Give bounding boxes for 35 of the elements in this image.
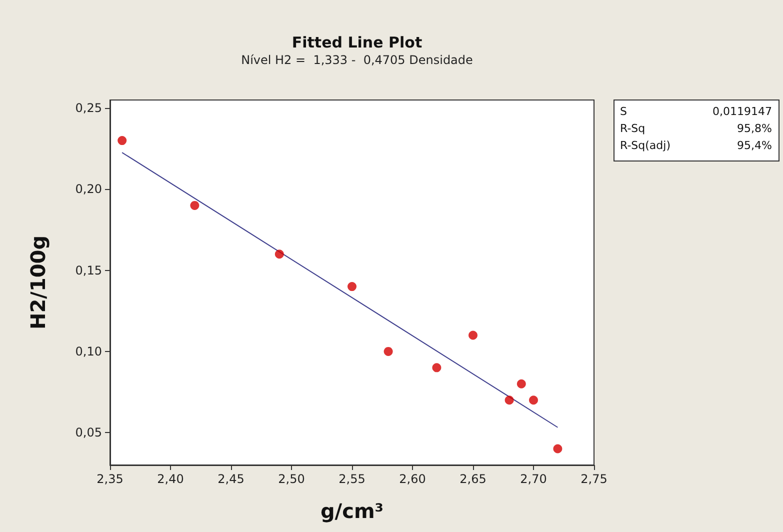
- point: [468, 330, 478, 340]
- y-axis-title: H2/100g: [26, 235, 50, 330]
- text: 95,4%: [737, 139, 772, 152]
- x-tick-label: 2,60: [399, 472, 426, 486]
- point: [529, 396, 538, 405]
- x-axis-title: g/cm³: [320, 499, 384, 523]
- text: R-Sq(adj): [620, 139, 670, 152]
- x-tick-label: 2,45: [218, 472, 244, 486]
- point: [432, 363, 442, 372]
- point: [348, 282, 356, 292]
- text: R-Sq: [620, 122, 646, 135]
- point: [504, 396, 514, 405]
- x-tick-label: 2,50: [278, 472, 305, 486]
- point: [553, 444, 562, 454]
- x-tick-label: 2,70: [520, 472, 547, 486]
- y-tick-label: 0,05: [75, 426, 102, 440]
- y-tick-label: 0,25: [75, 101, 102, 116]
- point: [118, 136, 127, 146]
- x-tick-label: 2,40: [157, 472, 184, 486]
- y-tick-label: 0,15: [75, 263, 102, 278]
- x-tick-label: 2,65: [460, 472, 486, 486]
- y-tick-label: 0,10: [75, 344, 102, 358]
- point: [516, 379, 526, 388]
- text: S: [620, 105, 627, 118]
- x-tick-label: 2,75: [580, 472, 608, 486]
- point: [384, 346, 393, 356]
- y-tick-label: 0,20: [75, 182, 102, 196]
- text: 95,8%: [737, 122, 772, 135]
- x-tick-label: 2,55: [338, 472, 366, 486]
- x-tick-label: 2,35: [96, 472, 124, 486]
- point: [274, 250, 284, 259]
- point: [190, 200, 200, 210]
- chart-title: Fitted Line Plot: [292, 34, 422, 52]
- chart-subtitle: Nível H2 = 1,333 - 0,4705 Densidade: [241, 53, 473, 67]
- text: 0,0119147: [712, 105, 772, 118]
